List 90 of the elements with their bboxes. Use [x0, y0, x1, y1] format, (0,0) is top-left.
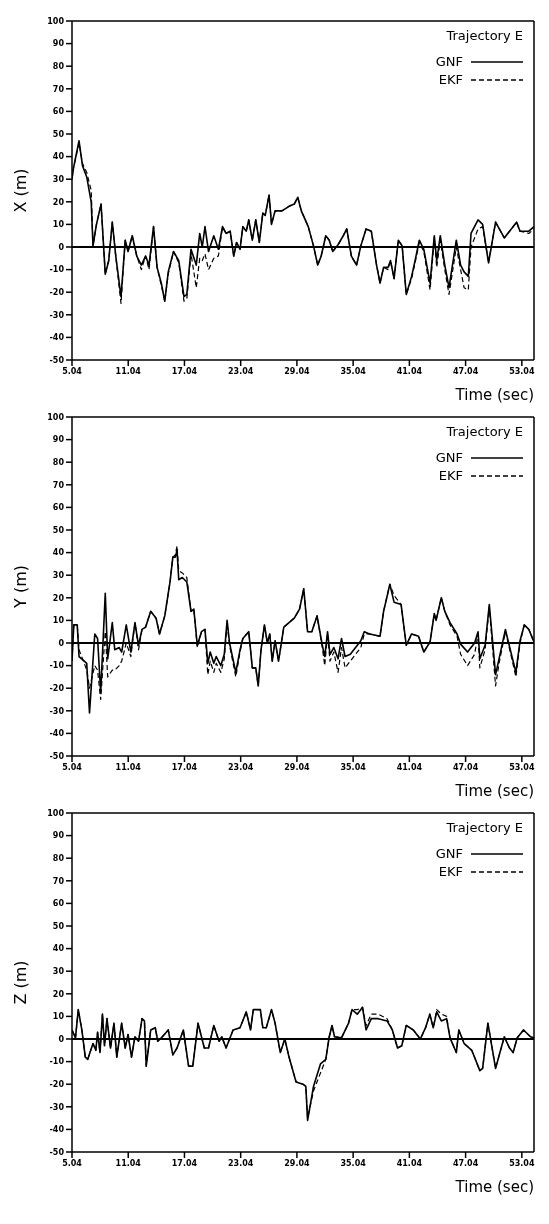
x-tick-label: 47.04	[452, 762, 479, 772]
legend-label: EKF	[438, 467, 463, 485]
y-tick-label: 10	[52, 616, 65, 626]
legend-label: GNF	[435, 53, 463, 71]
y-tick-label: -20	[49, 684, 65, 694]
y-tick-label: -40	[49, 333, 65, 343]
y-tick-label: -50	[49, 1147, 65, 1157]
y-tick-label: 20	[52, 593, 65, 603]
x-tick-label: 47.04	[452, 366, 479, 376]
y-tick-label: 40	[52, 152, 65, 162]
y-axis-title: Y (m)	[10, 565, 30, 609]
y-tick-label: 80	[52, 62, 65, 72]
x-tick-label: 29.04	[284, 366, 310, 376]
x-tick-label: 47.04	[452, 1158, 479, 1168]
legend-title: Trajectory E	[445, 424, 523, 439]
y-tick-label: 70	[52, 84, 65, 94]
y-tick-label: 100	[47, 808, 65, 818]
y-tick-label: 40	[52, 944, 65, 954]
x-axis-title: Time (sec)	[454, 386, 534, 404]
y-tick-label: -20	[49, 288, 65, 298]
y-tick-label: 90	[52, 435, 65, 445]
y-tick-label: -30	[49, 310, 65, 320]
y-tick-label: 60	[52, 107, 65, 117]
x-tick-label: 35.04	[340, 366, 367, 376]
legend-label: EKF	[438, 863, 463, 881]
x-tick-label: 5.04	[62, 1158, 83, 1168]
y-tick-label: 30	[52, 175, 65, 185]
y-tick-label: -30	[49, 1102, 65, 1112]
y-tick-label: 20	[52, 989, 65, 999]
legend-title: Trajectory E	[445, 820, 523, 835]
legend-label: GNF	[435, 449, 463, 467]
legend-title: Trajectory E	[445, 28, 523, 43]
y-tick-label: -50	[49, 751, 65, 761]
x-tick-label: 29.04	[284, 762, 310, 772]
y-tick-label: 30	[52, 967, 65, 977]
y-tick-label: 0	[58, 242, 65, 252]
x-tick-label: 17.04	[171, 1158, 198, 1168]
x-tick-label: 53.04	[509, 366, 535, 376]
x-tick-label: 35.04	[340, 762, 367, 772]
y-tick-label: 60	[52, 503, 65, 513]
y-tick-label: -20	[49, 1080, 65, 1090]
y-tick-label: -30	[49, 706, 65, 716]
y-tick-label: 0	[58, 638, 65, 648]
y-tick-label: -10	[49, 661, 65, 671]
x-tick-label: 17.04	[171, 366, 198, 376]
y-tick-label: 0	[58, 1034, 65, 1044]
x-tick-label: 11.04	[115, 1158, 142, 1168]
y-tick-label: -10	[49, 1057, 65, 1067]
y-tick-label: 90	[52, 39, 65, 49]
y-tick-label: -50	[49, 355, 65, 365]
y-tick-label: 50	[52, 921, 65, 931]
y-tick-label: -10	[49, 265, 65, 275]
y-tick-label: 90	[52, 831, 65, 841]
x-tick-label: 11.04	[115, 366, 142, 376]
y-tick-label: -40	[49, 1125, 65, 1135]
x-tick-label: 11.04	[115, 762, 142, 772]
y-tick-label: 10	[52, 220, 65, 230]
y-tick-label: 60	[52, 899, 65, 909]
y-tick-label: -40	[49, 729, 65, 739]
x-tick-label: 17.04	[171, 762, 198, 772]
x-axis-title: Time (sec)	[454, 1178, 534, 1196]
x-tick-label: 53.04	[509, 1158, 535, 1168]
y-tick-label: 40	[52, 548, 65, 558]
y-axis-title: Z (m)	[10, 960, 30, 1005]
x-tick-label: 35.04	[340, 1158, 367, 1168]
x-tick-label: 41.04	[396, 762, 423, 772]
y-tick-label: 80	[52, 458, 65, 468]
y-tick-label: 20	[52, 197, 65, 207]
legend-label: EKF	[438, 71, 463, 89]
x-tick-label: 23.04	[228, 762, 254, 772]
y-tick-label: 50	[52, 129, 65, 139]
x-tick-label: 23.04	[228, 366, 254, 376]
y-tick-label: 10	[52, 1012, 65, 1022]
legend-label: GNF	[435, 845, 463, 863]
x-tick-label: 23.04	[228, 1158, 254, 1168]
x-axis-title: Time (sec)	[454, 782, 534, 800]
x-tick-label: 41.04	[396, 366, 423, 376]
y-tick-label: 30	[52, 571, 65, 581]
y-axis-title: X (m)	[10, 168, 30, 213]
y-tick-label: 70	[52, 480, 65, 490]
y-tick-label: 100	[47, 412, 65, 422]
x-tick-label: 53.04	[509, 762, 535, 772]
y-tick-label: 50	[52, 525, 65, 535]
x-tick-label: 5.04	[62, 366, 83, 376]
y-tick-label: 80	[52, 854, 65, 864]
x-tick-label: 5.04	[62, 762, 83, 772]
x-tick-label: 41.04	[396, 1158, 423, 1168]
y-tick-label: 70	[52, 876, 65, 886]
x-tick-label: 29.04	[284, 1158, 310, 1168]
y-tick-label: 100	[47, 16, 65, 26]
